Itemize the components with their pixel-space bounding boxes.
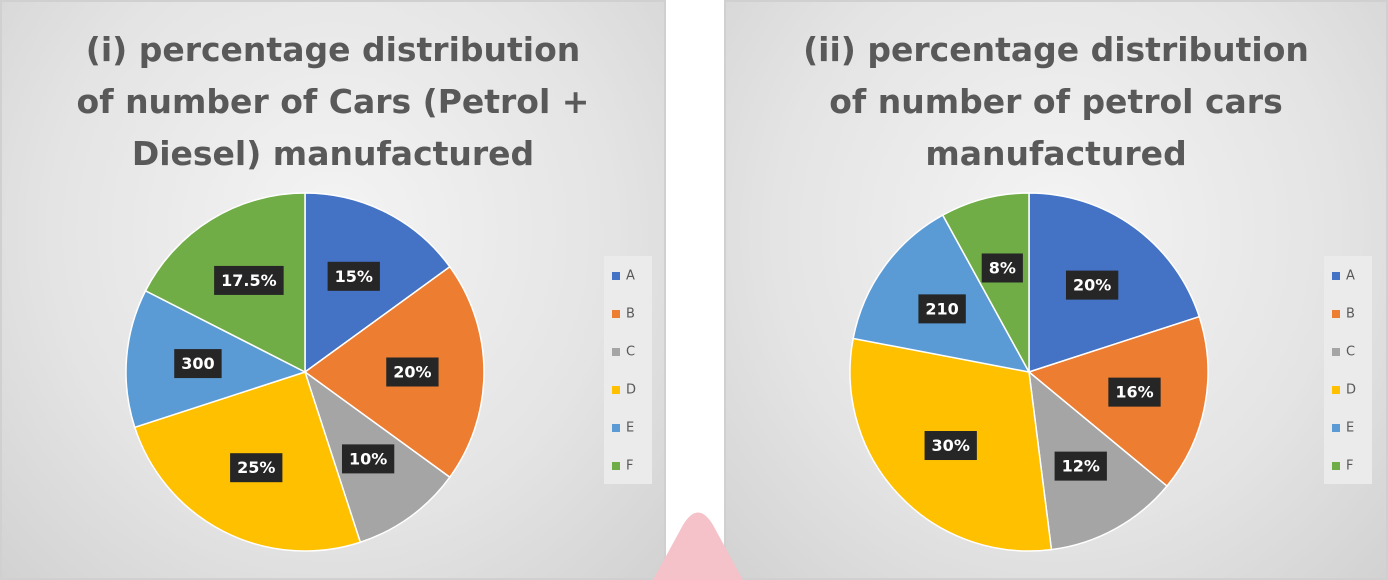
- data-label-box: [327, 261, 380, 291]
- data-label-group: 300: [174, 349, 222, 379]
- data-label-box: [341, 444, 395, 474]
- legend-label: A: [1346, 269, 1355, 284]
- legend-swatch: [1332, 462, 1340, 470]
- data-label-group: 16%: [1108, 377, 1161, 407]
- data-label-group: 210: [918, 294, 966, 324]
- legend-swatch: [612, 386, 620, 394]
- data-label-group: 17.5%: [214, 265, 284, 295]
- data-label: 10%: [349, 449, 387, 468]
- legend-swatch: [612, 310, 620, 318]
- data-label: 8%: [989, 258, 1016, 277]
- legend-swatch: [1332, 272, 1340, 280]
- data-label-box: [1065, 270, 1119, 300]
- data-label-box: [981, 253, 1023, 283]
- chart-panel: (ii) percentage distribution of number o…: [724, 0, 1388, 580]
- data-label: 20%: [1073, 276, 1111, 295]
- legend-swatch: [612, 424, 620, 432]
- data-label: 300: [181, 354, 214, 373]
- legend-swatch: [1332, 424, 1340, 432]
- legend-label: E: [626, 421, 634, 436]
- legend-label: E: [1346, 421, 1354, 436]
- chart: 20% 16% 12% 30% 210 8% A B C D E F: [849, 192, 1372, 552]
- data-label-group: 12%: [1054, 451, 1107, 481]
- chart: 15% 20% 10% 25% 300 17.5% A B C D E F: [125, 192, 652, 552]
- chart-title: (ii) percentage distribution of number o…: [803, 30, 1309, 173]
- data-label: 20%: [393, 363, 431, 382]
- data-label-box: [1108, 377, 1161, 407]
- legend-label: D: [1346, 383, 1356, 398]
- data-label: 210: [925, 299, 958, 318]
- data-label-group: 8%: [981, 253, 1023, 283]
- data-label-box: [918, 294, 966, 324]
- legend-label: F: [626, 459, 633, 474]
- legend-label: C: [626, 345, 635, 360]
- legend-swatch: [612, 272, 620, 280]
- legend-box: [604, 256, 652, 484]
- decoration-layer: [653, 512, 743, 580]
- legend-swatch: [1332, 310, 1340, 318]
- data-label-box: [386, 357, 439, 387]
- data-label: 16%: [1115, 383, 1153, 402]
- data-label: 15%: [335, 267, 373, 286]
- data-label-group: 20%: [1065, 270, 1119, 300]
- data-label: 12%: [1062, 457, 1100, 476]
- data-label-group: 15%: [327, 261, 380, 291]
- legend-label: B: [1346, 307, 1355, 322]
- data-label-box: [1054, 451, 1107, 481]
- legend-label: F: [1346, 459, 1353, 474]
- data-label-group: 10%: [341, 444, 395, 474]
- legend-label: A: [626, 269, 635, 284]
- legend-swatch: [612, 348, 620, 356]
- legend-swatch: [612, 462, 620, 470]
- data-label-group: 20%: [386, 357, 439, 387]
- legend-box: [1324, 256, 1372, 484]
- data-label-box: [214, 265, 284, 295]
- pie-slice: [852, 214, 1031, 374]
- data-label-group: 30%: [924, 431, 977, 461]
- data-label-box: [924, 431, 977, 461]
- legend-label: D: [626, 383, 636, 398]
- legend-swatch: [1332, 348, 1340, 356]
- data-label-box: [230, 453, 283, 483]
- pie-slice: [941, 192, 1030, 373]
- legend-label: B: [626, 307, 635, 322]
- legend-swatch: [1332, 386, 1340, 394]
- data-label-group: 25%: [230, 453, 283, 483]
- legend-label: C: [1346, 345, 1355, 360]
- data-label: 25%: [237, 458, 275, 477]
- data-label: 30%: [932, 436, 970, 455]
- chart-panel: (i) percentage distribution of number of…: [0, 0, 666, 580]
- data-label: 17.5%: [221, 271, 277, 290]
- chart-title: (i) percentage distribution of number of…: [76, 30, 590, 173]
- data-label-box: [174, 349, 222, 379]
- decoration: [653, 512, 743, 580]
